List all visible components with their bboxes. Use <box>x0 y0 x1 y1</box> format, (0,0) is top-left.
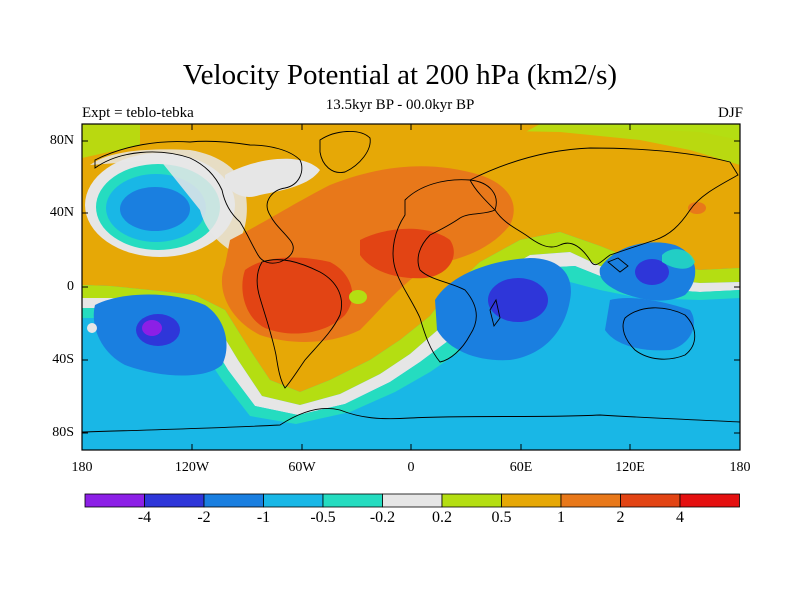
lon-tick-label: 180 <box>729 460 751 475</box>
colorbar-label: -0.2 <box>369 509 396 526</box>
lat-tick-label: 40N <box>49 205 74 220</box>
colorbar-label: -2 <box>197 509 211 526</box>
colorbar-label: -4 <box>137 509 152 526</box>
subtitle: 13.5kyr BP - 00.0kyr BP <box>325 97 475 113</box>
colorbar-box <box>560 493 621 508</box>
colorbar-box <box>501 493 562 508</box>
colorbar-box <box>203 493 264 508</box>
lon-tick-label: 180 <box>71 460 93 475</box>
page-title: Velocity Potential at 200 hPa (km2/s) <box>182 59 618 91</box>
colorbar-box <box>322 493 383 508</box>
colorbar-box <box>84 493 145 508</box>
colorbar-label: 0.5 <box>491 509 512 526</box>
colorbar-box <box>263 493 324 508</box>
lon-tick-label: 120W <box>174 460 210 475</box>
colorbar-label: 2 <box>616 509 625 526</box>
lon-tick-label: 0 <box>407 460 415 475</box>
contour-field <box>82 124 740 450</box>
season-label: DJF <box>717 105 743 121</box>
lon-tick-label: 120E <box>615 460 645 475</box>
lat-tick-label: 40S <box>52 352 74 367</box>
colorbar-label: 1 <box>557 509 565 526</box>
colorbar <box>84 493 740 508</box>
lat-tick-label: 80N <box>49 133 74 148</box>
lon-tick-label: 60E <box>509 460 533 475</box>
coastlines <box>82 131 740 433</box>
lat-tick-label: 0 <box>67 279 74 294</box>
colorbar-box <box>382 493 443 508</box>
colorbar-box <box>441 493 502 508</box>
lat-tick-label: 80S <box>52 425 74 440</box>
experiment-label: Expt = teblo-tebka <box>82 105 194 121</box>
colorbar-label: -0.5 <box>310 509 336 526</box>
colorbar-label: 4 <box>676 509 684 526</box>
colorbar-box <box>679 493 740 508</box>
axis-ticks <box>81 124 741 450</box>
colorbar-box <box>144 493 205 508</box>
lon-tick-label: 60W <box>288 460 316 475</box>
colorbar-label: 0.2 <box>432 509 452 526</box>
colorbar-box <box>620 493 681 508</box>
colorbar-label: -1 <box>256 509 271 526</box>
